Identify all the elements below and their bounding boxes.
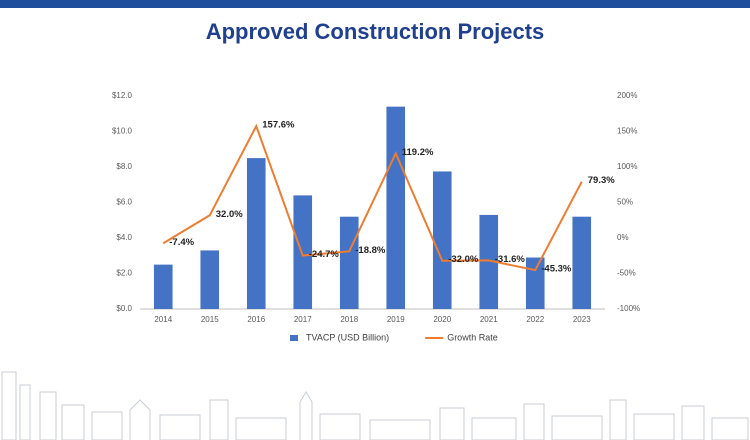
growth-line <box>162 123 583 272</box>
bar <box>572 216 592 309</box>
x-tick-label: 2023 <box>573 315 591 324</box>
data-label: -31.6% <box>495 254 526 265</box>
bar <box>246 158 266 309</box>
data-label: -45.3% <box>541 264 572 275</box>
data-label: 32.0% <box>216 209 243 220</box>
x-tick-label: 2017 <box>294 315 312 324</box>
skyline-decoration <box>1 371 749 440</box>
data-label: 157.6% <box>262 120 295 131</box>
y2-tick-label: 0% <box>617 233 629 242</box>
x-tick-label: 2019 <box>387 315 405 324</box>
y-tick-label: $0.0 <box>116 304 132 313</box>
legend-label: TVACP (USD Billion) <box>306 332 389 342</box>
bar <box>432 171 452 309</box>
bar <box>386 106 406 310</box>
bar <box>153 264 173 309</box>
x-tick-label: 2022 <box>526 315 544 324</box>
y-tick-label: $4.0 <box>116 233 132 242</box>
bar <box>293 195 313 309</box>
y-tick-label: $10.0 <box>112 127 133 136</box>
x-tick-label: 2014 <box>154 315 172 324</box>
legend-label: Growth Rate <box>447 332 498 342</box>
y2-tick-label: 150% <box>617 127 637 136</box>
data-label: -18.8% <box>355 245 386 256</box>
bar <box>479 214 499 309</box>
y2-tick-label: -50% <box>617 269 636 278</box>
bar <box>339 216 359 309</box>
y-tick-label: $6.0 <box>116 198 132 207</box>
y2-tick-label: 100% <box>617 162 637 171</box>
top-banner <box>0 0 750 8</box>
chart-title: Approved Construction Projects <box>206 19 545 44</box>
data-label: -24.7% <box>309 249 340 260</box>
x-tick-label: 2021 <box>480 315 498 324</box>
data-label: 119.2% <box>402 147 434 158</box>
data-label: -7.4% <box>169 237 194 248</box>
legend-swatch <box>290 335 298 341</box>
x-tick-label: 2016 <box>247 315 265 324</box>
y2-tick-label: 50% <box>617 198 633 207</box>
y-tick-label: $12.0 <box>112 91 133 100</box>
bar <box>200 250 220 309</box>
x-tick-label: 2020 <box>433 315 451 324</box>
y-tick-label: $2.0 <box>116 269 132 278</box>
data-label: 79.3% <box>588 175 615 186</box>
x-tick-label: 2018 <box>340 315 358 324</box>
y-tick-label: $8.0 <box>116 162 132 171</box>
x-tick-label: 2015 <box>201 315 219 324</box>
bar <box>525 257 545 309</box>
y2-tick-label: -100% <box>617 304 640 313</box>
y2-tick-label: 200% <box>617 91 637 100</box>
data-label: -32.0% <box>448 254 479 265</box>
